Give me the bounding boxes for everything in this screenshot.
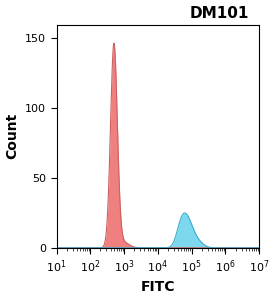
X-axis label: FITC: FITC (141, 280, 175, 294)
Y-axis label: Count: Count (6, 113, 20, 159)
Text: DM101: DM101 (190, 6, 249, 21)
